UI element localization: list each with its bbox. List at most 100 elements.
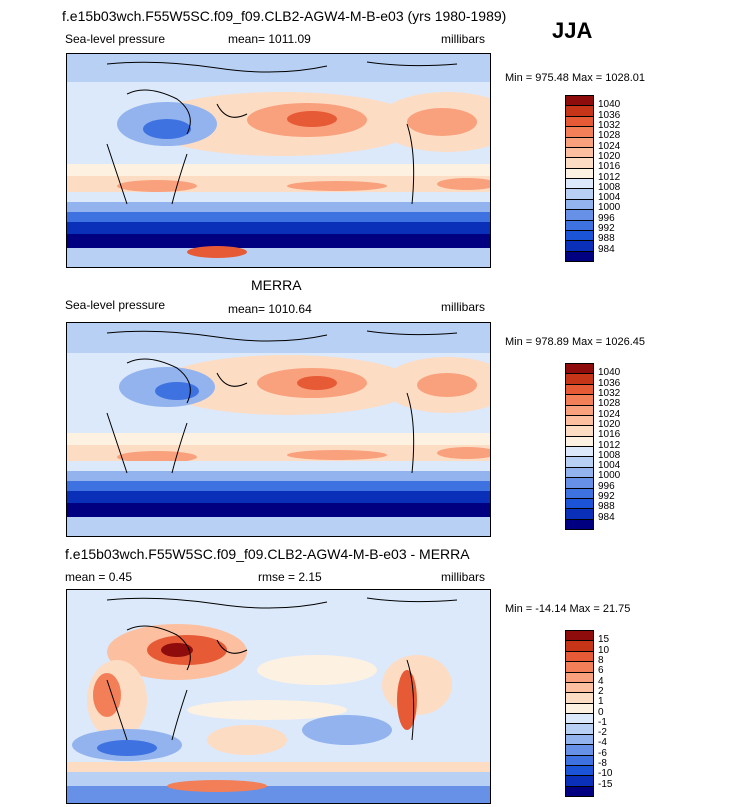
colorbar-swatch	[566, 498, 593, 510]
colorbar-swatch	[566, 395, 593, 406]
panel3-colorbar	[565, 630, 594, 797]
colorbar-swatch	[566, 714, 593, 725]
colorbar-swatch	[566, 734, 593, 746]
colorbar-tick-label: 0	[598, 706, 604, 718]
colorbar-swatch	[566, 519, 593, 529]
panel3-units: millibars	[441, 570, 486, 584]
colorbar-swatch	[566, 189, 593, 200]
colorbar-swatch	[566, 364, 593, 375]
colorbar-tick-label: 15	[598, 634, 610, 646]
colorbar-tick-label: 1032	[598, 119, 621, 131]
panel1-colorbar	[565, 95, 594, 262]
panel2-contour-field	[67, 323, 490, 536]
colorbar-tick-label: 1008	[598, 449, 621, 461]
colorbar-tick-label: 2	[598, 685, 604, 697]
colorbar-swatch	[566, 509, 593, 520]
colorbar-swatch	[566, 745, 593, 756]
colorbar-swatch	[566, 374, 593, 385]
colorbar-swatch	[566, 106, 593, 117]
panel1-map	[66, 53, 491, 268]
colorbar-swatch	[566, 765, 593, 777]
panel3-mean: mean = 0.45	[65, 570, 133, 584]
panel2-title: MERRA	[251, 277, 302, 293]
panel3-minmax: Min = -14.14 Max = 21.75	[505, 603, 631, 615]
colorbar-swatch	[566, 210, 593, 221]
colorbar-tick-label: 996	[598, 480, 615, 492]
colorbar-swatch	[566, 241, 593, 252]
colorbar-tick-label: 1032	[598, 387, 621, 399]
colorbar-swatch	[566, 724, 593, 735]
colorbar-tick-label: 6	[598, 665, 604, 677]
colorbar-tick-label: -15	[598, 778, 613, 790]
colorbar-swatch	[566, 641, 593, 652]
colorbar-swatch	[566, 405, 593, 416]
colorbar-tick-label: 1000	[598, 470, 621, 482]
colorbar-tick-label: -8	[598, 758, 607, 770]
colorbar-swatch	[566, 786, 593, 796]
colorbar-swatch	[566, 755, 593, 766]
panel2-minmax: Min = 978.89 Max = 1026.45	[505, 336, 646, 348]
colorbar-swatch	[566, 96, 593, 107]
colorbar-tick-label: 1036	[598, 109, 621, 121]
panel2-mean: mean= 1010.64	[228, 302, 312, 316]
colorbar-tick-label: 992	[598, 223, 615, 235]
colorbar-tick-label: 1024	[598, 408, 621, 420]
colorbar-swatch	[566, 488, 593, 499]
colorbar-tick-label: 1028	[598, 130, 621, 142]
panel2-units: millibars	[441, 300, 486, 314]
colorbar-swatch	[566, 230, 593, 242]
colorbar-tick-label: 1000	[598, 202, 621, 214]
colorbar-swatch	[566, 682, 593, 694]
colorbar-tick-label: 4	[598, 675, 604, 687]
panel2-colorbar	[565, 363, 594, 530]
season-label: JJA	[552, 18, 593, 43]
colorbar-tick-label: 1016	[598, 429, 621, 441]
colorbar-tick-label: 1008	[598, 181, 621, 193]
colorbar-tick-label: 996	[598, 212, 615, 224]
colorbar-swatch	[566, 179, 593, 190]
colorbar-swatch	[566, 662, 593, 673]
colorbar-swatch	[566, 447, 593, 458]
colorbar-swatch	[566, 426, 593, 437]
colorbar-tick-label: 1040	[598, 99, 621, 111]
colorbar-tick-label: 10	[598, 644, 610, 656]
colorbar-tick-label: 1024	[598, 140, 621, 152]
panel2-variable: Sea-level pressure	[65, 298, 166, 312]
colorbar-swatch	[566, 137, 593, 148]
colorbar-swatch	[566, 384, 593, 396]
colorbar-tick-label: 992	[598, 491, 615, 503]
colorbar-swatch	[566, 776, 593, 787]
colorbar-swatch	[566, 631, 593, 642]
colorbar-tick-label: 1028	[598, 398, 621, 410]
panel1-variable: Sea-level pressure	[65, 32, 166, 46]
colorbar-swatch	[566, 672, 593, 683]
colorbar-tick-label: 1004	[598, 192, 621, 204]
panel1-units: millibars	[441, 32, 486, 46]
colorbar-swatch	[566, 693, 593, 704]
panel3-title: f.e15b03wch.F55W5SC.f09_f09.CLB2-AGW4-M-…	[65, 546, 470, 562]
colorbar-swatch	[566, 251, 593, 261]
colorbar-swatch	[566, 147, 593, 159]
colorbar-swatch	[566, 703, 593, 714]
panel1-minmax: Min = 975.48 Max = 1028.01	[505, 72, 646, 84]
colorbar-tick-label: -1	[598, 716, 607, 728]
panel3-rmse: rmse = 2.15	[258, 570, 322, 584]
figure-title: f.e15b03wch.F55W5SC.f09_f09.CLB2-AGW4-M-…	[62, 8, 507, 24]
colorbar-tick-label: 1040	[598, 367, 621, 379]
colorbar-tick-label: 1020	[598, 150, 621, 162]
colorbar-tick-label: -6	[598, 747, 607, 759]
colorbar-tick-label: 1	[598, 696, 604, 708]
colorbar-tick-label: 8	[598, 654, 604, 666]
colorbar-tick-label: 1012	[598, 171, 621, 183]
colorbar-swatch	[566, 127, 593, 138]
colorbar-tick-label: 988	[598, 501, 615, 513]
colorbar-swatch	[566, 220, 593, 231]
colorbar-swatch	[566, 199, 593, 211]
colorbar-swatch	[566, 168, 593, 179]
colorbar-swatch	[566, 158, 593, 169]
colorbar-swatch	[566, 436, 593, 447]
colorbar-swatch	[566, 415, 593, 427]
panel1-contour-field	[67, 54, 490, 267]
colorbar-tick-label: -10	[598, 768, 613, 780]
colorbar-tick-label: 1036	[598, 377, 621, 389]
